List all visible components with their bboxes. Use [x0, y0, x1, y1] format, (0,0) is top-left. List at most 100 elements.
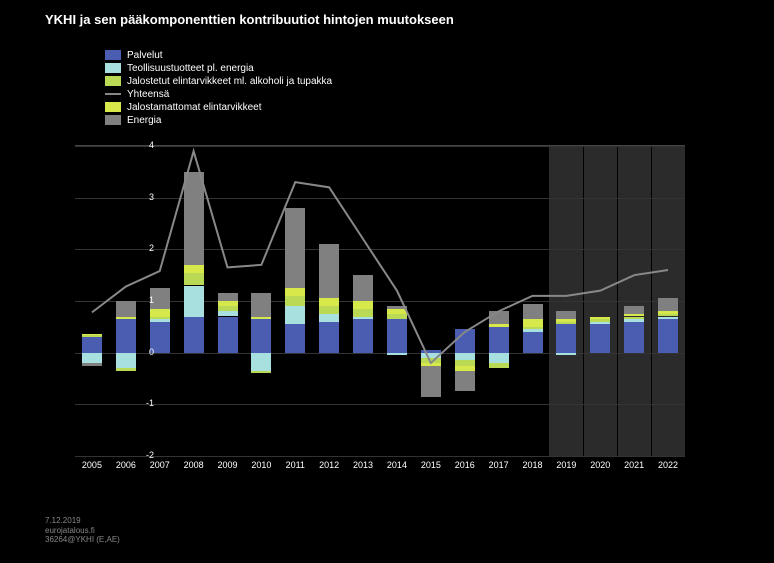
bar-segment	[116, 368, 136, 371]
bar-segment	[489, 324, 509, 327]
bar	[82, 146, 102, 456]
bar-segment	[590, 324, 610, 352]
x-tick-label: 2017	[489, 460, 509, 470]
bar-segment	[590, 317, 610, 320]
bar-segment	[116, 317, 136, 320]
legend-label: Energia	[127, 115, 161, 126]
x-tick-label: 2006	[116, 460, 136, 470]
bar-segment	[658, 314, 678, 317]
y-tick-label: 3	[124, 192, 154, 202]
legend-label: Yhteensä	[127, 89, 169, 100]
x-tick-label: 2013	[353, 460, 373, 470]
bar-segment	[82, 335, 102, 338]
bar-segment	[319, 322, 339, 353]
y-tick-label: 0	[124, 347, 154, 357]
bar-segment	[455, 329, 475, 352]
bar-segment	[319, 306, 339, 314]
bar-segment	[523, 329, 543, 332]
bar	[455, 146, 475, 456]
bar-segment	[319, 244, 339, 298]
bar-segment	[523, 327, 543, 330]
bar-segment	[218, 293, 238, 301]
legend-swatch	[105, 93, 121, 95]
legend-label: Jalostetut elintarvikkeet ml. alkoholi j…	[127, 76, 332, 87]
y-tick-label: -1	[124, 398, 154, 408]
bar-segment	[285, 306, 305, 324]
bar-segment	[184, 273, 204, 286]
bar-segment	[319, 314, 339, 322]
legend-swatch	[105, 115, 121, 125]
bar-segment	[387, 306, 407, 309]
bar-segment	[658, 319, 678, 353]
bar-segment	[489, 311, 509, 324]
bar-segment	[353, 317, 373, 320]
bar-segment	[184, 172, 204, 265]
bar-segment	[556, 319, 576, 322]
bar-segment	[489, 363, 509, 368]
bar	[218, 146, 238, 456]
bar	[556, 146, 576, 456]
plot-area	[75, 145, 685, 457]
bar-segment	[353, 275, 373, 301]
bar-segment	[251, 353, 271, 371]
bar-segment	[285, 208, 305, 288]
bar	[658, 146, 678, 456]
chart-root: { "title": "YKHI ja sen pääkomponenttien…	[0, 0, 774, 563]
x-tick-label: 2010	[251, 460, 271, 470]
y-tick-label: -2	[124, 450, 154, 460]
bar-segment	[353, 319, 373, 353]
bar-segment	[489, 327, 509, 353]
bar	[184, 146, 204, 456]
legend-swatch	[105, 50, 121, 60]
bar-segment	[658, 298, 678, 311]
legend-item: Jalostamattomat elintarvikkeet	[105, 102, 262, 113]
bar	[624, 146, 644, 456]
x-tick-label: 2019	[556, 460, 576, 470]
bar-segment	[218, 317, 238, 353]
x-tick-label: 2022	[658, 460, 678, 470]
bar	[353, 146, 373, 456]
bar-segment	[624, 322, 644, 353]
bar-segment	[82, 363, 102, 366]
bar-segment	[658, 317, 678, 320]
bar	[319, 146, 339, 456]
x-tick-label: 2008	[184, 460, 204, 470]
legend-item: Palvelut	[105, 50, 332, 61]
x-tick-label: 2005	[82, 460, 102, 470]
bar	[523, 146, 543, 456]
x-tick-label: 2021	[624, 460, 644, 470]
legend-item: Yhteensä	[105, 89, 332, 100]
bar-segment	[624, 319, 644, 322]
footer-source: eurojatalous.fi	[45, 526, 120, 536]
bar-segment	[218, 306, 238, 311]
bar-segment	[184, 265, 204, 273]
bar-segment	[455, 353, 475, 361]
bar-segment	[319, 298, 339, 306]
bar-segment	[523, 304, 543, 320]
bar-segment	[184, 317, 204, 353]
bar	[285, 146, 305, 456]
bar-segment	[523, 319, 543, 327]
legend-label: Palvelut	[127, 50, 163, 61]
bar-segment	[150, 309, 170, 317]
chart-footer: 7.12.2019 eurojatalous.fi 36264@YKHI (E,…	[45, 516, 120, 545]
bar-segment	[455, 371, 475, 392]
bar-segment	[251, 293, 271, 316]
y-tick-label: 4	[124, 140, 154, 150]
bar-segment	[590, 319, 610, 322]
bar-segment	[387, 319, 407, 353]
bar	[251, 146, 271, 456]
footer-code: 36264@YKHI (E,AE)	[45, 535, 120, 545]
bar-segment	[218, 311, 238, 316]
bar-segment	[82, 337, 102, 353]
bar-segment	[489, 353, 509, 363]
bar-segment	[624, 314, 644, 317]
bar-segment	[285, 288, 305, 296]
legend-item: Jalostetut elintarvikkeet ml. alkoholi j…	[105, 76, 332, 87]
legend-label: Teollisuustuotteet pl. energia	[127, 63, 254, 74]
bar	[489, 146, 509, 456]
bar-segment	[251, 319, 271, 353]
bar-segment	[251, 371, 271, 374]
bar-segment	[387, 314, 407, 319]
legend: Palvelut Teollisuustuotteet pl. energia Ja…	[105, 50, 774, 128]
